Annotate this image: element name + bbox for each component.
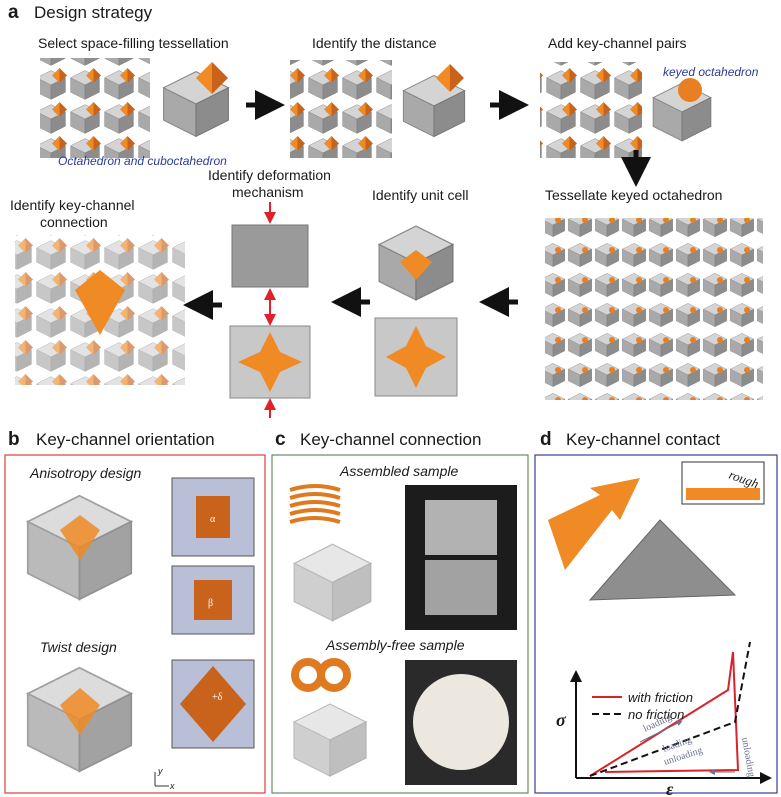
key [60,688,100,735]
cube [231,224,309,288]
note: keyed octahedron [663,65,759,79]
panel-title: Key-channel orientation [36,430,215,449]
panel-title: Key-channel connection [300,430,481,449]
tessellation [540,62,642,158]
y-axis-label: σ [556,710,567,730]
step-label: Identify unit cell [372,187,469,203]
x-axis-label: ε [666,779,674,797]
legend-label: no friction [628,707,684,722]
rough-surface [686,488,760,500]
tessellation [40,58,150,158]
no-friction-curve [589,641,751,777]
friction-curve [589,651,740,777]
keyed-octahedron [678,78,702,102]
panel-title: Design strategy [34,3,153,22]
key-schematic [180,666,246,742]
step-label: Add key-channel pairs [548,35,687,51]
angle-label: α [210,514,216,525]
axes-icon [154,772,169,787]
step-label: Identify deformation [208,167,331,183]
key [60,515,100,560]
key-cross [238,332,302,392]
angle-label: +δ [212,692,223,703]
design-label: Anisotropy design [29,465,142,481]
step-label: Identify the distance [312,35,437,51]
panel-letter: b [8,429,20,450]
sample-label: Assembly-free sample [325,637,465,653]
design-label: Twist design [40,639,117,655]
tessellation [545,218,763,400]
legend-label: with friction [628,690,693,705]
panel-letter: c [275,429,286,450]
step-label: connection [40,214,108,230]
axis-label: x [169,781,175,791]
panel-letter: d [540,429,552,450]
key-schematic [194,580,232,620]
step-label: Tessellate keyed octahedron [545,187,722,203]
channel [588,519,737,601]
ring [317,658,351,692]
photo-sample [425,560,497,615]
key [400,250,432,280]
note: Octahedron and cuboctahedron [58,154,227,168]
panel-letter: a [8,2,19,23]
sample-label: Assembled sample [339,463,458,479]
step-label: Select space-filling tessellation [38,35,229,51]
key [548,478,640,570]
tessellation [290,60,392,158]
step-label: mechanism [232,184,304,200]
photo-sample [413,674,509,770]
photo-sample [425,500,497,555]
step-label: Identify key-channel [10,197,135,213]
panel-title: Key-channel contact [566,430,720,449]
spring [289,484,341,524]
axis-label: y [157,766,163,776]
key-cross [386,326,446,388]
key [75,270,125,335]
angle-label: β [208,598,213,609]
direction-arrow [639,720,683,743]
key-schematic [196,496,230,538]
